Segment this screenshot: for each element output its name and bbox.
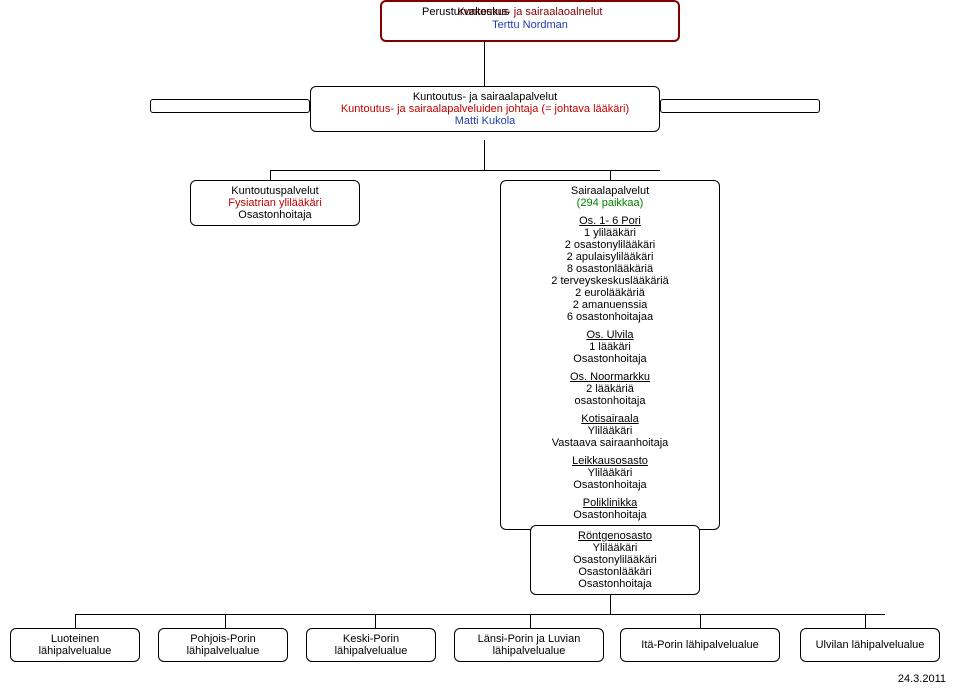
connector bbox=[530, 614, 531, 628]
connector bbox=[484, 140, 485, 170]
poli-line: Osastonhoitaja bbox=[511, 509, 709, 521]
leikkaus-line: Ylilääkäri bbox=[511, 467, 709, 479]
region-label: Ulvilan lähipalvelualue bbox=[816, 639, 925, 651]
region-label: Länsi-Porin ja Luvian lähipalvelualue bbox=[461, 633, 597, 657]
region-box: Länsi-Porin ja Luvian lähipalvelualue bbox=[454, 628, 604, 662]
region-label: Luoteinen lähipalvelualue bbox=[17, 633, 133, 657]
main-unit-box: Kuntoutus- ja sairaalapalvelut Kuntoutus… bbox=[310, 86, 660, 132]
title-overlay: Perusturvakeskus bbox=[422, 6, 509, 18]
connector bbox=[375, 614, 376, 628]
leikkaus-line: Osastonhoitaja bbox=[511, 479, 709, 491]
region-label: Pohjois-Porin lähipalvelualue bbox=[165, 633, 281, 657]
connector bbox=[270, 170, 660, 171]
pori-line: 2 eurolääkäriä bbox=[511, 287, 709, 299]
pori-line: 6 osastonhoitajaa bbox=[511, 311, 709, 323]
connector bbox=[484, 42, 485, 86]
kuntoutus-line3: Osastonhoitaja bbox=[201, 209, 349, 221]
kuntoutus-role: Fysiatrian ylilääkäri bbox=[201, 197, 349, 209]
ulvila-line: Osastonhoitaja bbox=[511, 353, 709, 365]
noormarkku-line: 2 lääkäriä bbox=[511, 383, 709, 395]
pori-line: 2 amanuenssia bbox=[511, 299, 709, 311]
sairaala-title: Sairaalapalvelut bbox=[511, 185, 709, 197]
region-box: Itä-Porin lähipalvelualue bbox=[620, 628, 780, 662]
title-person: Terttu Nordman bbox=[392, 19, 668, 31]
sairaala-capacity: (294 paikkaa) bbox=[511, 197, 709, 209]
main-unit-title: Kuntoutus- ja sairaalapalvelut bbox=[321, 91, 649, 103]
region-box: Keski-Porin lähipalvelualue bbox=[306, 628, 436, 662]
pori-line: 1 ylilääkäri bbox=[511, 227, 709, 239]
pori-line: 2 terveyskeskuslääkäriä bbox=[511, 275, 709, 287]
kuntoutus-box: Kuntoutuspalvelut Fysiatrian ylilääkäri … bbox=[190, 180, 360, 226]
connector bbox=[865, 614, 866, 628]
region-box: Pohjois-Porin lähipalvelualue bbox=[158, 628, 288, 662]
side-bar-left bbox=[150, 99, 310, 113]
side-bar-right bbox=[660, 99, 820, 113]
connector bbox=[75, 614, 76, 628]
noormarkku-title: Os. Noormarkku bbox=[511, 371, 709, 383]
connector bbox=[75, 614, 885, 615]
pori-line: 2 osastonylilääkäri bbox=[511, 239, 709, 251]
region-label: Itä-Porin lähipalvelualue bbox=[641, 639, 758, 651]
main-unit-person: Matti Kukola bbox=[321, 115, 649, 127]
connector bbox=[700, 614, 701, 628]
connector bbox=[225, 614, 226, 628]
ulvila-line: 1 lääkäri bbox=[511, 341, 709, 353]
pori-title: Os. 1- 6 Pori bbox=[511, 215, 709, 227]
pori-line: 8 osastonlääkäriä bbox=[511, 263, 709, 275]
kotisairaala-title: Kotisairaala bbox=[511, 413, 709, 425]
ulvila-title: Os. Ulvila bbox=[511, 329, 709, 341]
connector bbox=[610, 170, 611, 180]
connector bbox=[270, 170, 271, 180]
region-label: Keski-Porin lähipalvelualue bbox=[313, 633, 429, 657]
rontgen-box: Röntgenosasto Ylilääkäri Osastonylilääkä… bbox=[530, 525, 700, 595]
rontgen-line: Ylilääkäri bbox=[541, 542, 689, 554]
rontgen-line: Osastonhoitaja bbox=[541, 578, 689, 590]
rontgen-title: Röntgenosasto bbox=[541, 530, 689, 542]
title-box: Kuntoutus- ja sairaalaoalnelut Perusturv… bbox=[380, 0, 680, 42]
pori-line: 2 apulaisylilääkäri bbox=[511, 251, 709, 263]
sairaala-box: Sairaalapalvelut (294 paikkaa) Os. 1- 6 … bbox=[500, 180, 720, 530]
poli-title: Poliklinikka bbox=[511, 497, 709, 509]
region-box: Luoteinen lähipalvelualue bbox=[10, 628, 140, 662]
kuntoutus-title: Kuntoutuspalvelut bbox=[201, 185, 349, 197]
date-label: 24.3.2011 bbox=[898, 673, 946, 685]
kotisairaala-line: Ylilääkäri bbox=[511, 425, 709, 437]
main-unit-role: Kuntoutus- ja sairaalapalveluiden johtaj… bbox=[321, 103, 649, 115]
rontgen-line: Osastonlääkäri bbox=[541, 566, 689, 578]
rontgen-line: Osastonylilääkäri bbox=[541, 554, 689, 566]
region-box: Ulvilan lähipalvelualue bbox=[800, 628, 940, 662]
leikkaus-title: Leikkausosasto bbox=[511, 455, 709, 467]
kotisairaala-line: Vastaava sairaanhoitaja bbox=[511, 437, 709, 449]
noormarkku-line: osastonhoitaja bbox=[511, 395, 709, 407]
